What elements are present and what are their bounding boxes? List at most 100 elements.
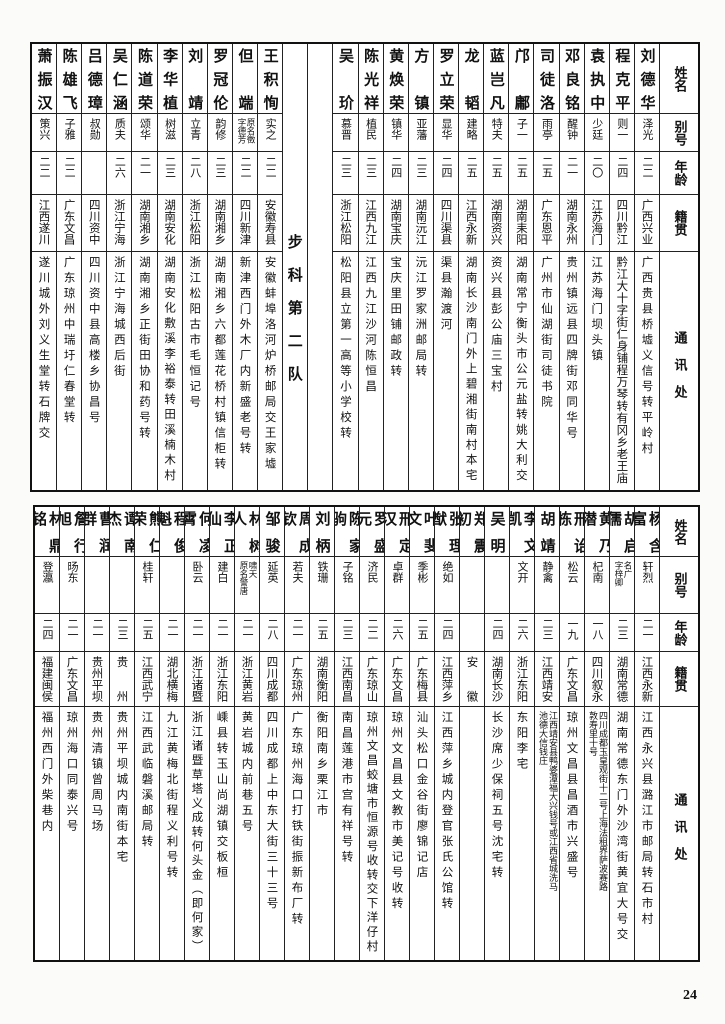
name-text: 邓良铭 [563, 48, 582, 110]
name-cell: 邢诒栋 [560, 507, 584, 557]
age-cell: 二五 [135, 614, 159, 652]
roster-entry: 李华植 树滋 二三 湖南安化 湖南安化敷溪李裕泰转田溪楠木村 [156, 44, 182, 490]
alias-cell: 镇华 [383, 114, 408, 152]
alias-cell: 子铭 [335, 557, 359, 614]
address-cell: 汕头松口金谷街廖锦记店 [410, 707, 434, 960]
origin-text: 湖南宝庆 [389, 199, 404, 245]
roster-table-top: 姓名 别号 年龄 籍贯 通讯处 刘德华 泽光 二二 广西兴业 广西贵县桥墟义信号转平岭村 程克平 则一… [30, 42, 700, 492]
address-cell: 遂川城外刘义生堂转石牌交 [32, 252, 56, 490]
origin-text: 江西永新 [640, 656, 655, 702]
alias-cell: 铁珊 [310, 557, 334, 614]
name-cell: 杨含富 [635, 507, 659, 557]
header-name: 姓名 [660, 44, 698, 114]
age-cell: 二二 [31, 152, 56, 195]
name-text: 陈家驹 [335, 511, 359, 553]
age-cell: 二四 [485, 614, 509, 652]
address-text: 江西武临磐溪邮局转 [140, 711, 155, 851]
name-cell: 陈道荣 [132, 44, 157, 114]
address-text: 琼州文昌县文教市美记号收转 [390, 711, 405, 913]
age-text: 二五 [490, 156, 504, 178]
alias-text: 旸东 [66, 561, 79, 583]
address-text: 广东琼州中瑞圩仁春堂转 [62, 256, 77, 427]
name-text: 罗冠伦 [211, 48, 230, 110]
address-text: 新津西门外木厂内新盛老号转 [238, 256, 253, 458]
origin-text: 江西永新 [464, 199, 479, 245]
name-text: 张理猷 [435, 511, 459, 553]
origin-text: 广东梅县 [415, 656, 430, 702]
name-text: 郑震初 [460, 511, 484, 553]
age-cell: 二三 [535, 614, 559, 652]
address-cell: 广东琼州中瑞圩仁春堂转 [57, 252, 81, 490]
alias-cell: 立青 [182, 114, 207, 152]
name-text: 胡靖 [538, 511, 557, 553]
alias-text: 少廷 [590, 118, 604, 140]
alias-text: 叔勋 [88, 118, 102, 140]
age-text: 二六 [391, 618, 404, 640]
origin-text: 贵 州 [115, 656, 130, 702]
alias-text: 子铭 [341, 561, 354, 583]
alias-text: 卓群 [391, 561, 404, 583]
age-cell: 二三 [333, 152, 358, 195]
age-cell: 二一 [285, 614, 309, 652]
age-cell: 二一 [235, 614, 259, 652]
alias-cell: 特夫 [484, 114, 509, 152]
name-cell: 但端 [232, 44, 257, 114]
roster-entry: 王积恂 实之 二二 安徽寿县 安徽蚌埠洛河炉桥邮局交王家墟 [257, 44, 283, 490]
age-cell [82, 152, 107, 195]
name-text: 刘靖 [186, 48, 205, 110]
origin-text: 浙江松阳 [188, 199, 203, 245]
name-cell: 周成钦 [285, 507, 309, 557]
address-cell: 嵊县转玉山尚湖镇交板桓 [210, 707, 234, 960]
name-cell: 萧振汉 [31, 44, 56, 114]
roster-entry: 谭南杰 二三贵 州贵州平坝城内南街本宅 [109, 507, 134, 960]
roster-entry: 陈雄飞 子雅 二二 广东文昌 广东琼州中瑞圩仁春堂转 [56, 44, 82, 490]
origin-cell: 安 徽 [460, 652, 484, 707]
name-cell: 邢定汉 [385, 507, 409, 557]
origin-text: 四川黔江 [615, 199, 630, 245]
header-column: 姓名 别号 年龄 籍贯 通讯处 [659, 44, 698, 490]
alias-text: 立青 [188, 118, 202, 140]
age-text: 二一 [641, 618, 654, 640]
name-text: 邹骏 [263, 511, 282, 553]
age-text: 二四 [41, 618, 54, 640]
address-text: 四川成都玉皇观街十二号上海法租界萨波赛路 敦寿里十号 [587, 711, 607, 891]
alias-cell: 质夫 [107, 114, 132, 152]
name-cell: 刘德华 [634, 44, 659, 114]
name-text: 陈道荣 [135, 48, 154, 110]
header-label: 通讯处 [671, 330, 687, 412]
roster-entry: 程俊魁 二一 湖北横梅 九江黄梅北街程义利号转 [159, 507, 184, 960]
roster-entry: 陈家驹 子铭 二三 江西南昌 南昌莲港市宫有祥号转 [334, 507, 359, 960]
origin-cell: 湖南耒阳 [509, 195, 534, 252]
alias-text: 济民 [366, 561, 379, 583]
name-text: 邢定汉 [385, 511, 409, 553]
origin-text: 广东琼州 [290, 656, 305, 702]
header-address: 通讯处 [660, 707, 698, 960]
origin-cell: 浙江黄岩 [235, 652, 259, 707]
alias-cell: 杞南 [585, 557, 609, 614]
origin-cell: 四川资中 [82, 195, 107, 252]
age-cell: 二五 [310, 614, 334, 652]
address-text: 资兴县彭公庙三宝村 [489, 256, 504, 396]
alias-cell: 啸天 原名警唐 [235, 557, 259, 614]
address-text: 四川成都上中东大街三十三号 [265, 711, 280, 913]
origin-cell: 江西遂川 [31, 195, 56, 252]
alias-cell: 显华 [433, 114, 458, 152]
alias-cell: 旸东 [60, 557, 84, 614]
header-label: 别号 [671, 572, 687, 598]
header-origin: 籍贯 [660, 652, 698, 707]
age-text: 二二 [366, 618, 379, 640]
address-cell: 湖南常宁衡头市公元盐转姚大利交 [509, 252, 533, 490]
origin-cell: 四川黔江 [609, 195, 634, 252]
alias-cell: 泽光 [634, 114, 659, 152]
age-cell: 二六 [107, 152, 132, 195]
age-text: 一九 [566, 618, 579, 640]
origin-text: 湖南安化 [163, 199, 178, 245]
address-text: 东阳李宅 [515, 711, 530, 773]
age-cell: 二一 [210, 614, 234, 652]
alias-text: 名广 字梓卿 [613, 561, 632, 587]
address-text: 浙江诸暨草塔义成转何头金（即何家） [190, 711, 205, 954]
name-text: 曹润群 [85, 511, 109, 553]
name-cell: 黄乃潜 [585, 507, 609, 557]
roster-entry: 何凌霄 卧云 二一 浙江诸暨 浙江诸暨草塔义成转何头金（即何家） [184, 507, 209, 960]
alias-cell: 策兴 [31, 114, 56, 152]
